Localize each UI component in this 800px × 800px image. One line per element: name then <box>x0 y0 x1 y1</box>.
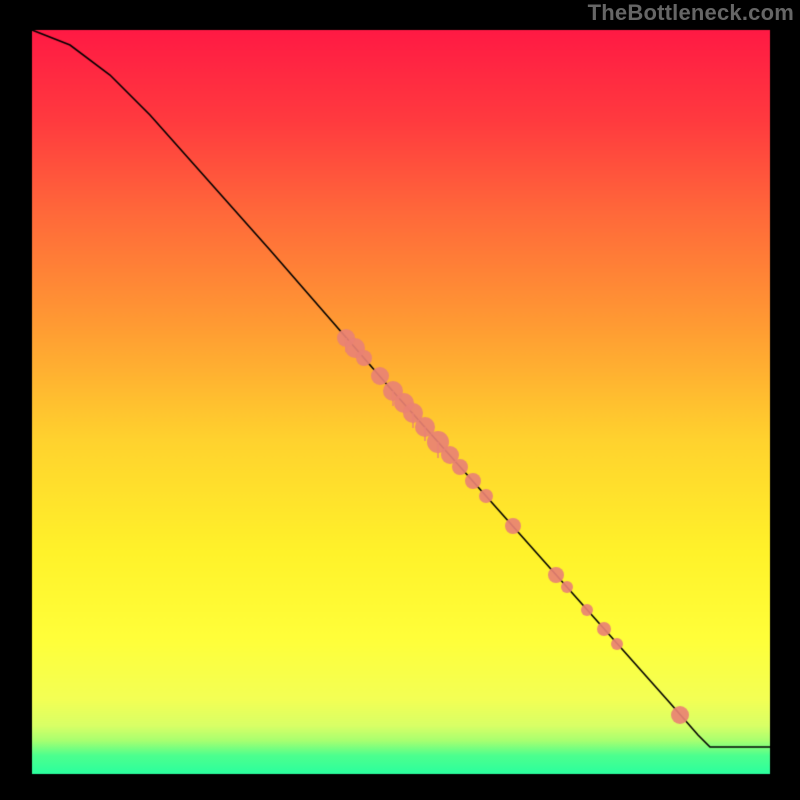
watermark-text: TheBottleneck.com <box>588 0 794 26</box>
bottleneck-gradient-chart <box>0 0 800 800</box>
